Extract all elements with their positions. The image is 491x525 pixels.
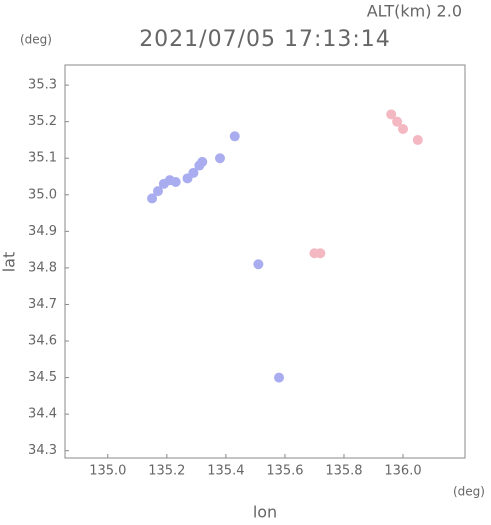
y-tick-label: 34.5: [28, 370, 57, 385]
x-unit: (deg): [453, 485, 485, 499]
echo-point: [392, 116, 403, 127]
y-unit: (deg): [20, 33, 52, 47]
y-axis-label: lat: [0, 252, 19, 273]
annotation: ALT(km) 2.0: [367, 2, 462, 21]
x-tick-label: 135.6: [266, 464, 303, 479]
y-tick-label: 34.3: [28, 443, 57, 458]
y-tick-label: 35.2: [28, 114, 57, 129]
y-tick-label: 34.9: [28, 224, 57, 239]
echo-point: [170, 176, 181, 187]
echo-point: [147, 193, 158, 204]
echo-point: [315, 248, 326, 259]
y-tick-label: 35.3: [28, 78, 57, 93]
echo-point: [398, 123, 409, 134]
y-tick-label: 34.7: [28, 297, 57, 312]
echo-point: [188, 167, 199, 178]
echo-point: [386, 109, 397, 120]
echo-point: [197, 156, 208, 167]
y-tick-label: 35.1: [28, 151, 57, 166]
y-tick-label: 34.4: [28, 407, 57, 422]
echo-point: [229, 131, 240, 142]
x-tick-label: 135.8: [325, 464, 362, 479]
echo-point: [214, 153, 225, 164]
chart-title: 2021/07/05 17:13:14: [139, 27, 391, 52]
x-tick-label: 135.4: [207, 464, 244, 479]
echo-point: [152, 186, 163, 197]
x-tick-label: 135.2: [148, 464, 185, 479]
x-tick-label: 135.0: [89, 464, 126, 479]
echo-point: [412, 134, 423, 145]
x-axis-label: lon: [253, 503, 277, 522]
x-tick-label: 136.0: [384, 464, 421, 479]
y-tick-label: 34.6: [28, 334, 57, 349]
plot-frame: [64, 64, 466, 459]
y-tick-label: 34.8: [28, 260, 57, 275]
echo-point: [253, 259, 264, 270]
y-tick-label: 35.0: [28, 187, 57, 202]
echo-point: [274, 372, 285, 383]
